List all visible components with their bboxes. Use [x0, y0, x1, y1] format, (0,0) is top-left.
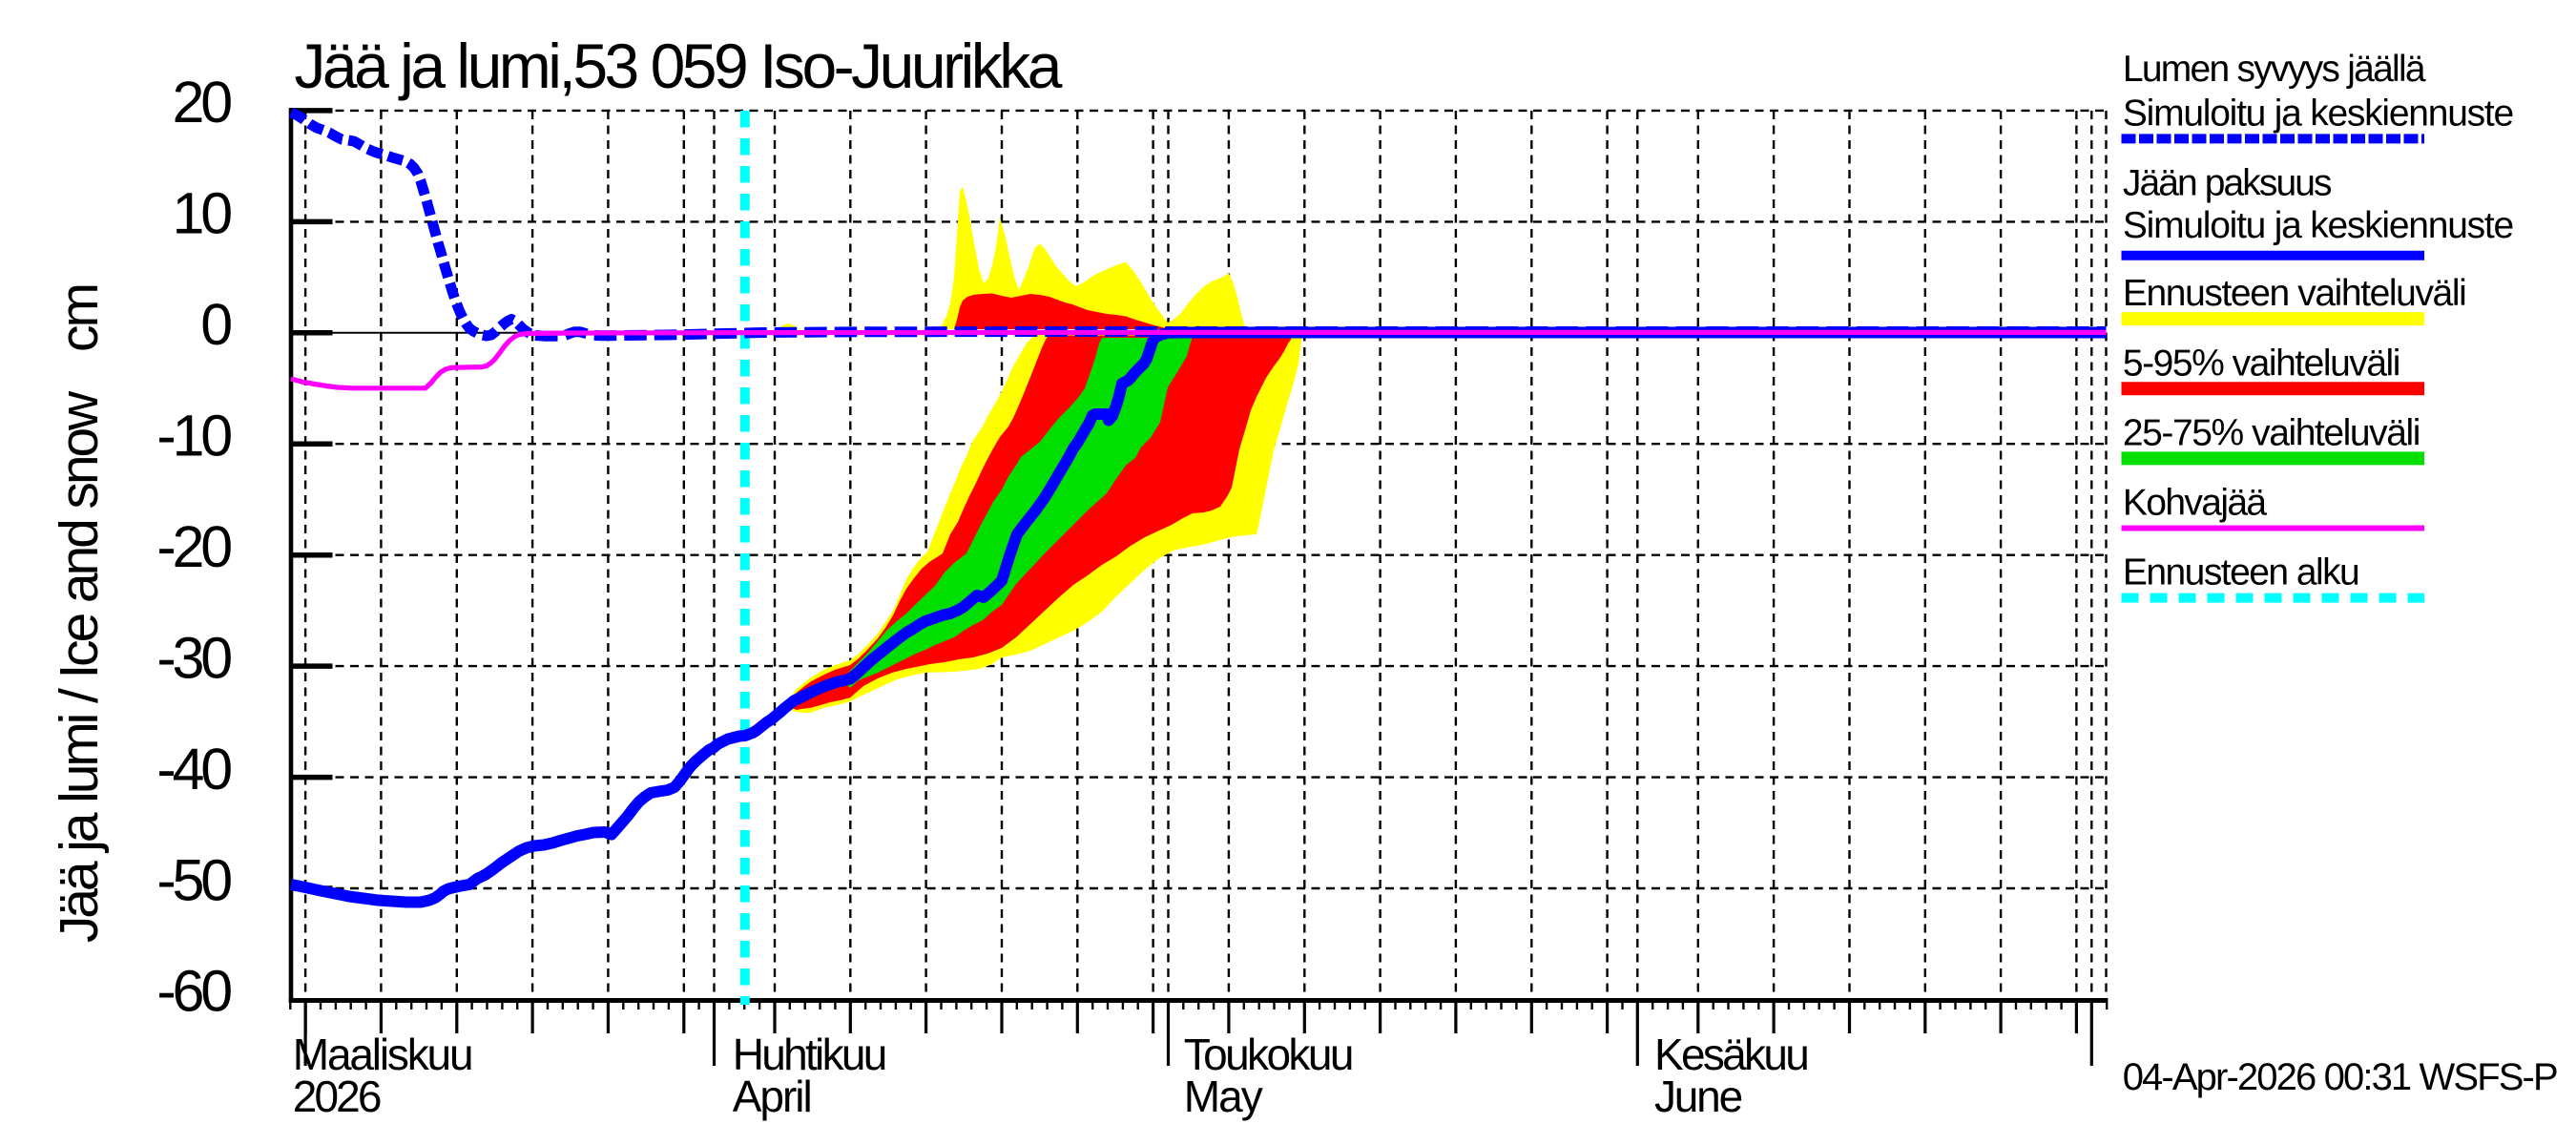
svg-text:Kohvajää: Kohvajää [2123, 483, 2268, 524]
svg-text:20: 20 [173, 70, 232, 135]
svg-text:June: June [1654, 1072, 1742, 1121]
svg-text:-40: -40 [156, 737, 231, 802]
svg-text:-50: -50 [156, 847, 231, 912]
svg-text:cm: cm [49, 285, 110, 352]
svg-text:25-75% vaihteluväli: 25-75% vaihteluväli [2123, 412, 2420, 453]
svg-text:5-95% vaihteluväli: 5-95% vaihteluväli [2123, 343, 2399, 384]
svg-text:Lumen syvyys jäällä: Lumen syvyys jäällä [2123, 49, 2426, 90]
svg-text:-60: -60 [156, 959, 231, 1024]
svg-text:Huhtikuu: Huhtikuu [733, 1030, 885, 1079]
svg-text:Jää ja lumi,53 059 Iso-Juurikk: Jää ja lumi,53 059 Iso-Juurikka [294, 31, 1062, 101]
svg-text:Jää ja lumi / Ice and snow: Jää ja lumi / Ice and snow [49, 390, 110, 943]
svg-text:Kesäkuu: Kesäkuu [1654, 1030, 1807, 1079]
svg-text:Simuloitu ja keskiennuste: Simuloitu ja keskiennuste [2123, 205, 2513, 246]
svg-text:10: 10 [173, 181, 232, 246]
svg-text:04-Apr-2026 00:31 WSFS-P: 04-Apr-2026 00:31 WSFS-P [2123, 1056, 2557, 1098]
svg-text:Ennusteen alku: Ennusteen alku [2123, 552, 2358, 593]
svg-text:-10: -10 [156, 404, 231, 468]
svg-text:0: 0 [200, 292, 231, 357]
svg-text:Maaliskuu: Maaliskuu [293, 1030, 472, 1079]
svg-text:-20: -20 [156, 514, 231, 579]
svg-text:April: April [733, 1072, 811, 1121]
svg-text:Jään paksuus: Jään paksuus [2123, 163, 2332, 204]
svg-text:May: May [1184, 1072, 1263, 1121]
svg-text:Toukokuu: Toukokuu [1184, 1030, 1352, 1079]
svg-text:2026: 2026 [293, 1072, 381, 1121]
svg-text:-30: -30 [156, 625, 231, 690]
svg-text:Simuloitu ja keskiennuste: Simuloitu ja keskiennuste [2123, 94, 2513, 135]
svg-text:Ennusteen vaihteluväli: Ennusteen vaihteluväli [2123, 273, 2465, 314]
